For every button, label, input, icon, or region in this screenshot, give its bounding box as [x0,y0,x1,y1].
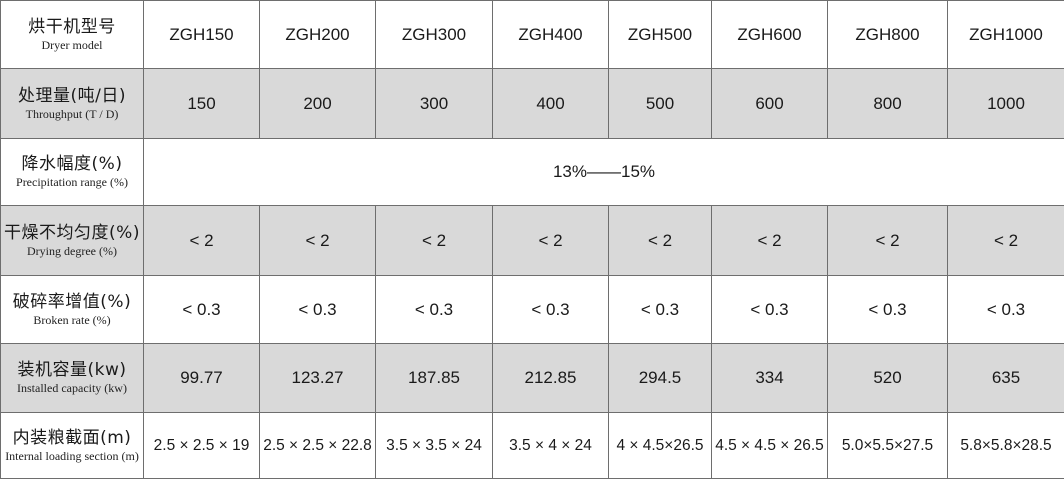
row-throughput: 处理量(吨/日) Throughput (T / D) 150 200 300 … [1,69,1064,139]
value-cell: 99.77 [144,344,260,413]
row-drying-degree: 干燥不均匀度(%) Drying degree (%) < 2 < 2 < 2 … [1,206,1064,276]
value-cell: 1000 [948,69,1064,139]
value-cell: < 2 [260,206,376,276]
value-cell: < 2 [712,206,828,276]
row-header-en: Precipitation range (%) [1,175,143,190]
row-header-zh: 装机容量(kw) [1,360,143,381]
row-broken-rate: 破碎率增值(%) Broken rate (%) < 0.3 < 0.3 < 0… [1,276,1064,344]
value-cell: 4.5 × 4.5 × 26.5 [712,413,828,479]
row-header-en: Throughput (T / D) [1,107,143,122]
model-cell: ZGH150 [144,1,260,69]
value-cell: 2.5 × 2.5 × 19 [144,413,260,479]
row-dryer-model: 烘干机型号 Dryer model ZGH150 ZGH200 ZGH300 Z… [1,1,1064,69]
value-cell: 300 [376,69,493,139]
row-header-en: Internal loading section (m) [1,449,143,464]
value-cell: 3.5 × 3.5 × 24 [376,413,493,479]
row-header-en: Dryer model [1,38,143,53]
value-cell: 150 [144,69,260,139]
model-cell: ZGH600 [712,1,828,69]
value-cell: 600 [712,69,828,139]
value-cell: 800 [828,69,948,139]
value-cell: 2.5 × 2.5 × 22.8 [260,413,376,479]
value-cell: 5.0×5.5×27.5 [828,413,948,479]
row-header-dryer-model: 烘干机型号 Dryer model [1,1,144,69]
value-cell: 4 × 4.5×26.5 [609,413,712,479]
value-cell: 3.5 × 4 × 24 [493,413,609,479]
row-header-throughput: 处理量(吨/日) Throughput (T / D) [1,69,144,139]
row-header-broken-rate: 破碎率增值(%) Broken rate (%) [1,276,144,344]
row-header-zh: 处理量(吨/日) [1,86,143,107]
value-cell: 5.8×5.8×28.5 [948,413,1064,479]
value-cell: < 0.3 [609,276,712,344]
model-cell: ZGH300 [376,1,493,69]
row-header-zh: 干燥不均匀度(%) [1,223,143,244]
row-header-en: Drying degree (%) [1,244,143,259]
value-cell: 520 [828,344,948,413]
value-cell: < 2 [948,206,1064,276]
value-cell: < 0.3 [493,276,609,344]
value-cell: 500 [609,69,712,139]
value-cell: < 2 [144,206,260,276]
model-cell: ZGH400 [493,1,609,69]
value-cell: < 0.3 [948,276,1064,344]
row-precipitation-range: 降水幅度(%) Precipitation range (%) 13%——15% [1,139,1064,206]
merged-value-cell: 13%——15% [144,139,1064,206]
model-cell: ZGH500 [609,1,712,69]
value-cell: 187.85 [376,344,493,413]
value-cell: < 2 [376,206,493,276]
value-cell: 635 [948,344,1064,413]
model-cell: ZGH1000 [948,1,1064,69]
value-cell: < 0.3 [712,276,828,344]
value-cell: 294.5 [609,344,712,413]
row-installed-capacity: 装机容量(kw) Installed capacity (kw) 99.77 1… [1,344,1064,413]
row-header-precipitation-range: 降水幅度(%) Precipitation range (%) [1,139,144,206]
row-header-en: Installed capacity (kw) [1,381,143,396]
row-header-zh: 降水幅度(%) [1,154,143,175]
value-cell: 123.27 [260,344,376,413]
row-header-zh: 烘干机型号 [1,17,143,38]
model-cell: ZGH800 [828,1,948,69]
row-header-drying-degree: 干燥不均匀度(%) Drying degree (%) [1,206,144,276]
value-cell: < 2 [493,206,609,276]
value-cell: 200 [260,69,376,139]
value-cell: 400 [493,69,609,139]
value-cell: < 0.3 [144,276,260,344]
row-header-zh: 破碎率增值(%) [1,292,143,313]
value-cell: < 0.3 [376,276,493,344]
value-cell: < 2 [609,206,712,276]
row-internal-loading-section: 内装粮截面(m) Internal loading section (m) 2.… [1,413,1064,479]
row-header-zh: 内装粮截面(m) [1,428,143,449]
row-header-internal-loading-section: 内装粮截面(m) Internal loading section (m) [1,413,144,479]
model-cell: ZGH200 [260,1,376,69]
row-header-installed-capacity: 装机容量(kw) Installed capacity (kw) [1,344,144,413]
value-cell: 212.85 [493,344,609,413]
value-cell: < 0.3 [828,276,948,344]
value-cell: 334 [712,344,828,413]
row-header-en: Broken rate (%) [1,313,143,328]
value-cell: < 0.3 [260,276,376,344]
value-cell: < 2 [828,206,948,276]
